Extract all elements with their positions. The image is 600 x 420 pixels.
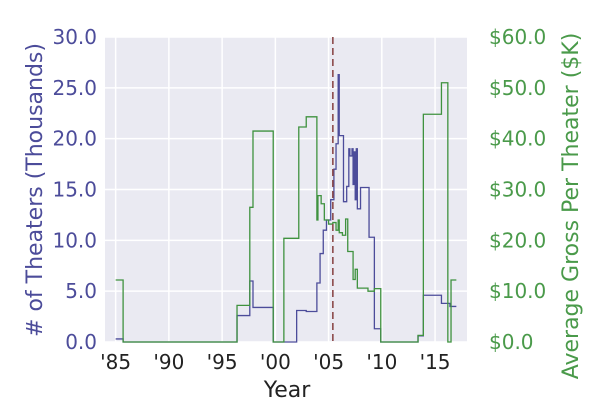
left-tick-label: 5.0 [65, 279, 97, 303]
right-tick-label: $0.0 [489, 330, 534, 354]
right-tick-label: $60.0 [489, 25, 546, 49]
plot-area [105, 36, 467, 343]
left-tick-label: 20.0 [52, 127, 97, 151]
gross-series-line [115, 82, 457, 343]
x-tick-label: '95 [207, 350, 238, 374]
right-axis-label: Average Gross Per Theater ($K) [559, 33, 584, 380]
left-axis-ticks: 0.0 5.0 10.0 15.0 20.0 25.0 30.0 [52, 25, 97, 354]
left-tick-label: 30.0 [52, 25, 97, 49]
x-tick-label: '00 [260, 350, 291, 374]
left-tick-label: 0.0 [65, 330, 97, 354]
right-tick-label: $50.0 [489, 76, 546, 100]
left-axis-label: # of Theaters (Thousands) [23, 43, 48, 337]
right-axis-ticks: $0.0 $10.0 $20.0 $30.0 $40.0 $50.0 $60.0 [489, 25, 546, 354]
x-axis-label: Year [263, 378, 312, 403]
x-tick-label: '05 [313, 350, 344, 374]
left-tick-label: 15.0 [52, 178, 97, 202]
right-tick-label: $30.0 [489, 178, 546, 202]
x-axis-ticks: '85 '90 '95 '00 '05 '10 '15 [100, 350, 450, 374]
theaters-series-line [115, 73, 457, 343]
left-tick-label: 25.0 [52, 76, 97, 100]
right-tick-label: $40.0 [489, 127, 546, 151]
x-tick-label: '10 [366, 350, 397, 374]
x-tick-label: '90 [153, 350, 184, 374]
left-tick-label: 10.0 [52, 228, 97, 252]
x-tick-label: '85 [100, 350, 131, 374]
x-tick-label: '15 [420, 350, 451, 374]
right-tick-label: $10.0 [489, 279, 546, 303]
right-tick-label: $20.0 [489, 228, 546, 252]
